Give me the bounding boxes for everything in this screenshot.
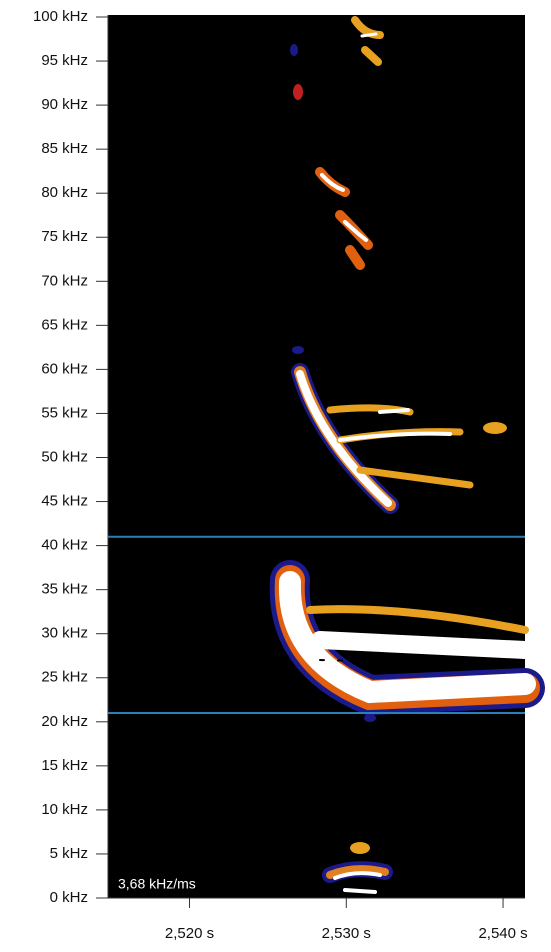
y-tick-label: 5 kHz <box>50 845 88 862</box>
y-tick-label: 55 kHz <box>41 404 88 421</box>
y-tick-label: 60 kHz <box>41 360 88 377</box>
y-tick-label: 50 kHz <box>41 448 88 465</box>
y-tick-label: 45 kHz <box>41 493 88 510</box>
y-tick-label: 30 kHz <box>41 625 88 642</box>
y-tick-label: 85 kHz <box>41 140 88 157</box>
y-tick-label: 95 kHz <box>41 52 88 69</box>
annotation: 3,68 kHz/ms <box>118 876 196 892</box>
spectrogram-image <box>269 16 545 894</box>
y-tick-label: 15 kHz <box>41 757 88 774</box>
x-tick-label: 2,540 s <box>478 925 527 942</box>
y-tick-label: 35 kHz <box>41 581 88 598</box>
x-tick-label: 2,520 s <box>165 925 214 942</box>
x-tick-label: 2,530 s <box>322 925 371 942</box>
plot-background <box>108 15 525 898</box>
y-tick-label: 75 kHz <box>41 228 88 245</box>
y-tick-label: 65 kHz <box>41 316 88 333</box>
y-tick-label: 20 kHz <box>41 713 88 730</box>
y-tick-label: 10 kHz <box>41 801 88 818</box>
y-tick-label: 100 kHz <box>33 8 88 25</box>
y-tick-label: 90 kHz <box>41 96 88 113</box>
y-tick-label: 40 kHz <box>41 537 88 554</box>
y-tick-label: 70 kHz <box>41 272 88 289</box>
y-tick-label: 0 kHz <box>50 889 88 906</box>
y-tick-label: 80 kHz <box>41 184 88 201</box>
y-tick-label: 25 kHz <box>41 669 88 686</box>
